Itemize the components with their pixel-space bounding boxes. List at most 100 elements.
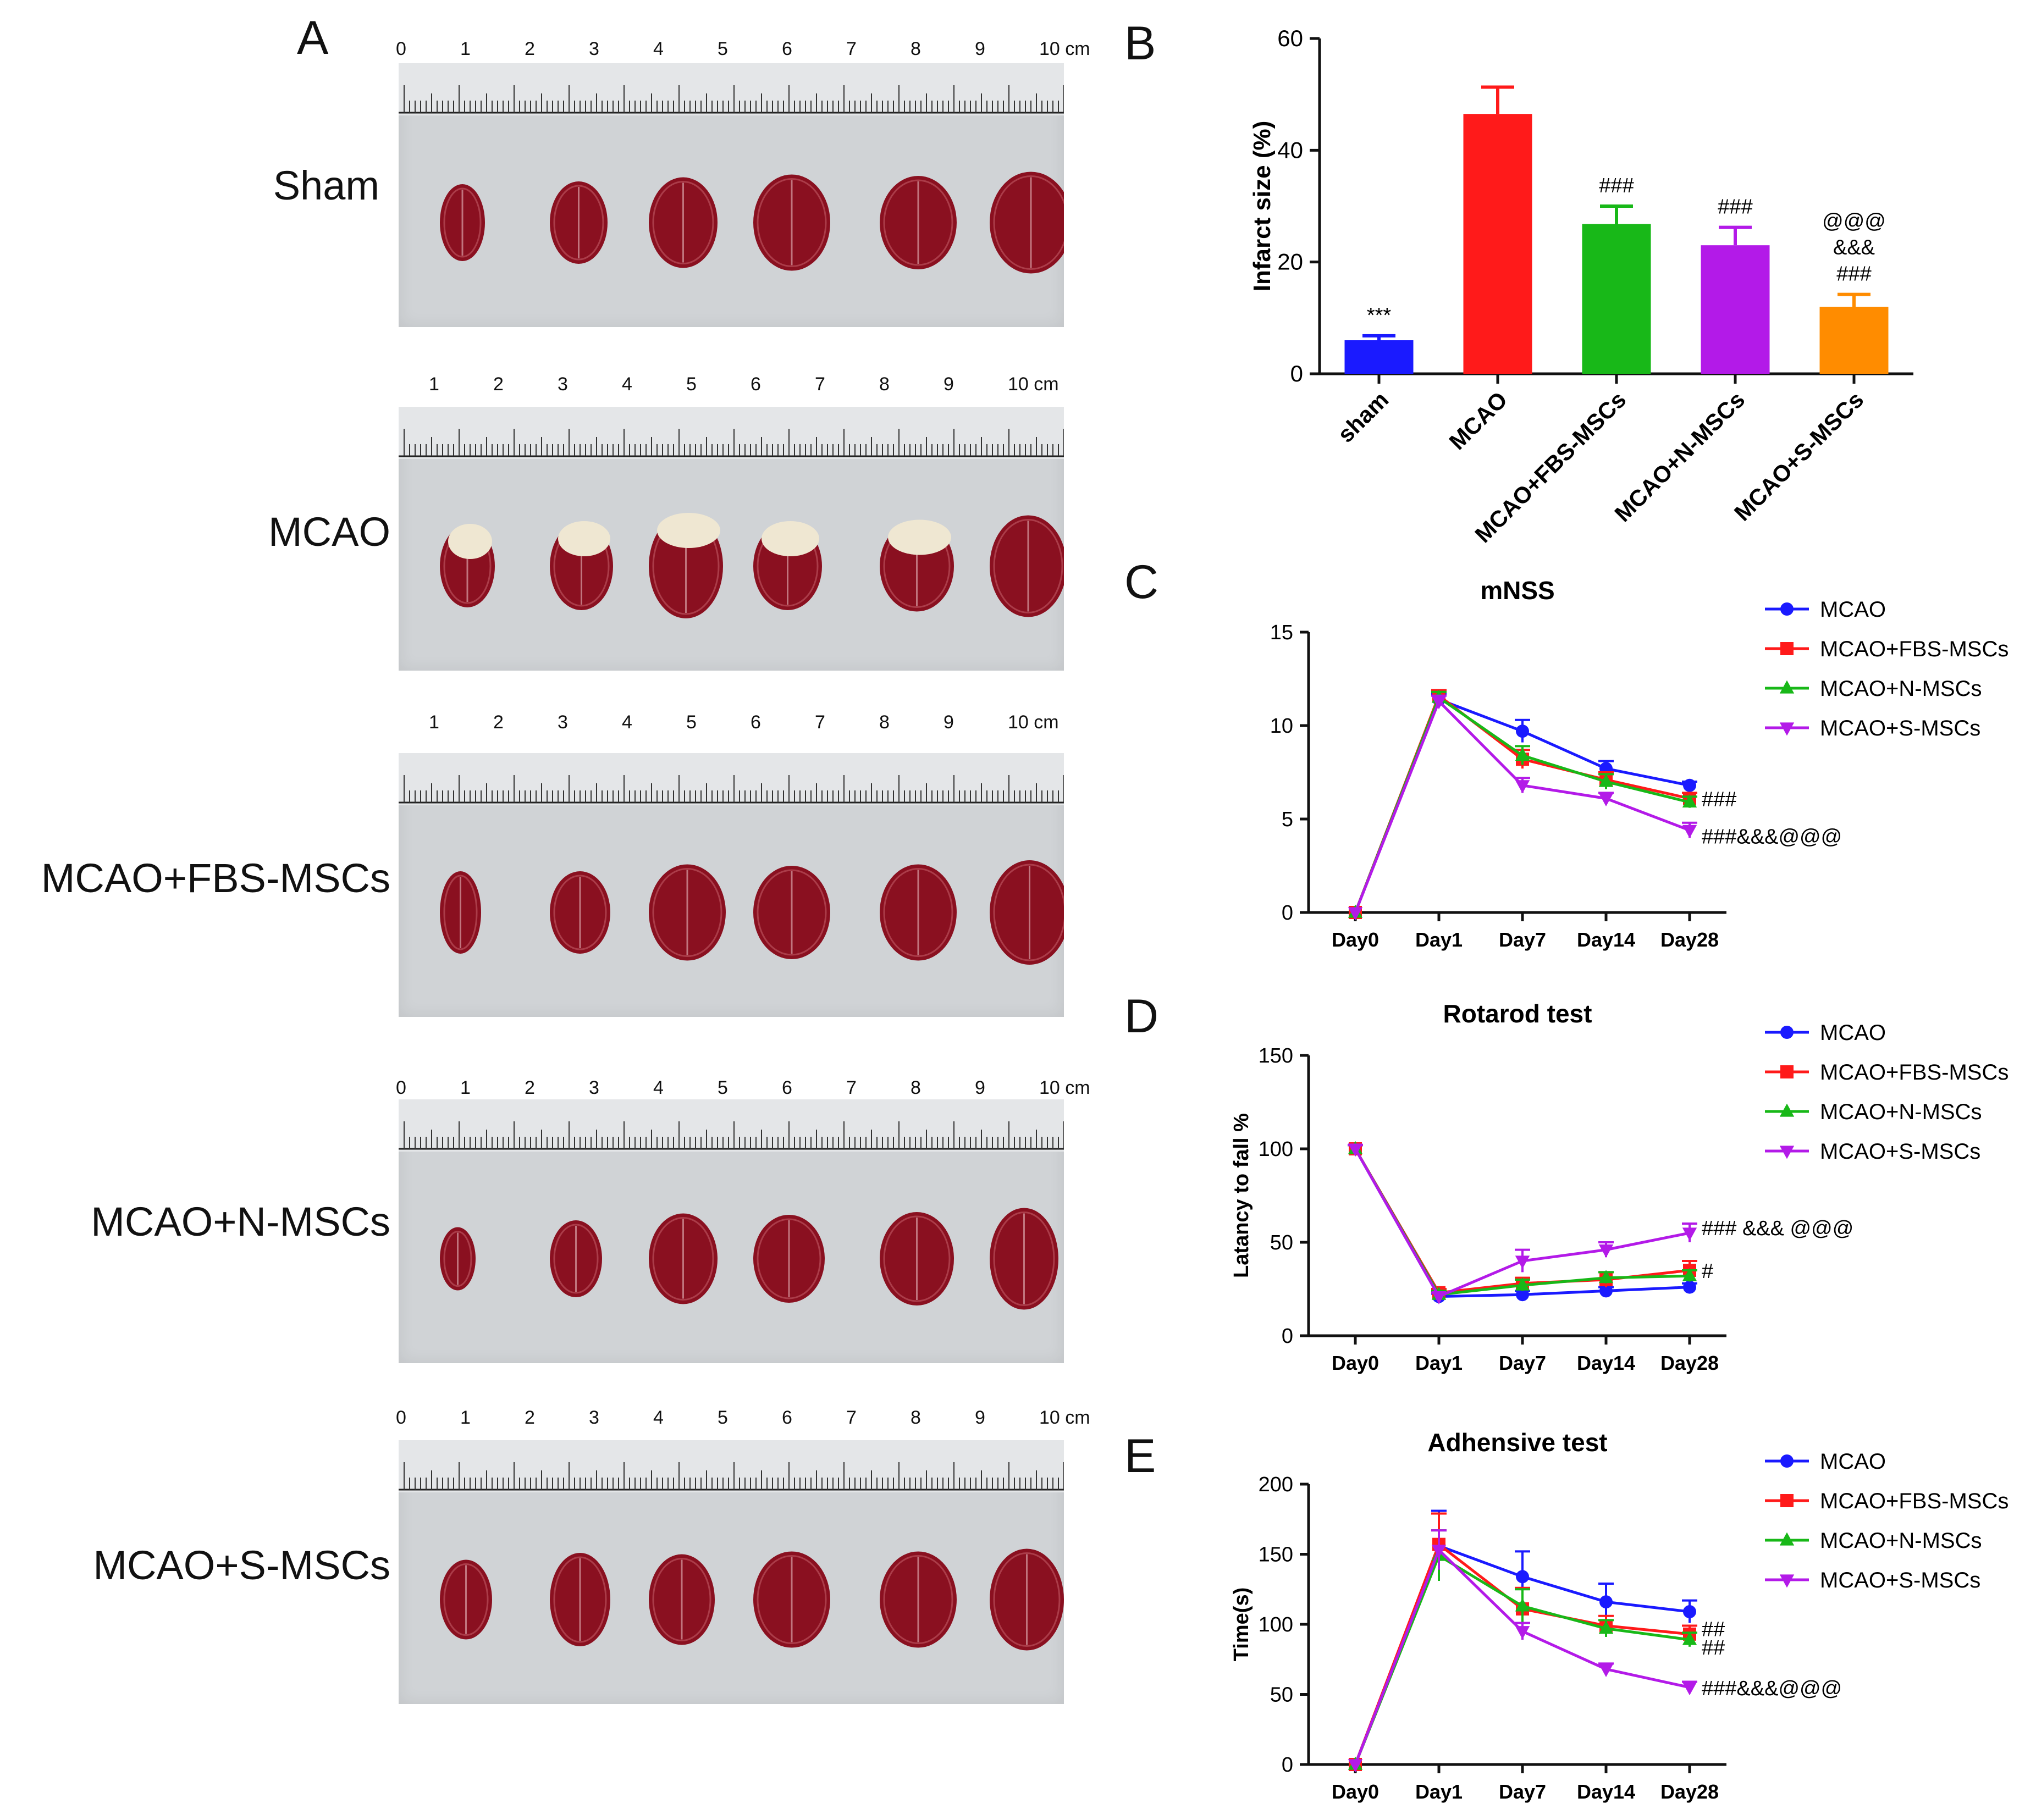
significance-mark: ### [1599,174,1634,197]
significance-mark: ###&&&@@@ [1702,1677,1842,1700]
ruler-number: 1 [429,712,439,733]
brain-slice [440,871,481,954]
data-point [1682,1682,1697,1696]
data-point [1598,1664,1614,1677]
brain-slice [990,172,1064,274]
ruler-number: 3 [589,1077,599,1098]
group-label: MCAO+S-MSCs [93,1542,390,1588]
ruler-number: 2 [525,1077,535,1098]
ruler-number: 1 [429,374,439,395]
ruler-number: 8 [879,712,890,733]
series [1348,1143,1697,1304]
slice-texture [443,875,478,950]
significance-mark: ## [1702,1618,1725,1641]
ruler-number: 1 [460,1407,471,1428]
significance-mark: ###&&&@@@ [1702,826,1842,849]
ruler-number: 5 [718,38,728,59]
y-tick-label: 10 [1270,715,1293,738]
photo-content [399,753,1064,965]
ruler-number: 7 [815,712,825,733]
data-point [1348,907,1363,921]
x-tick-label: Day14 [1577,1352,1635,1374]
ruler-number: 4 [622,712,632,733]
slice-body [990,172,1064,274]
chart-title: Rotarod test [1443,999,1592,1028]
brain-slice [990,515,1064,617]
bar [1582,224,1651,374]
photo-content [399,1440,1064,1651]
slice-texture [993,1552,1061,1647]
data-point [1515,1255,1530,1269]
data-point [1516,1570,1529,1584]
data-point [1599,1284,1613,1298]
legend-label: MCAO+FBS-MSCs [1820,1489,2009,1513]
y-tick-label: 0 [1290,361,1303,386]
brain-slice-photo [399,1099,1064,1363]
ruler-number: 9 [975,38,985,59]
photo-content [399,407,1064,618]
x-tick-label: Day7 [1499,928,1546,951]
data-point [1516,1288,1529,1302]
y-tick-label: 0 [1282,1325,1293,1348]
y-tick-label: 100 [1259,1613,1293,1636]
legend-marker [1779,1146,1795,1159]
data-point [1599,1595,1613,1609]
significance-mark: ### [1836,263,1871,286]
x-tick-label: MCAO [1444,386,1512,455]
x-tick-label: Day0 [1332,1780,1379,1803]
brain-slice [649,177,718,268]
slice-texture [883,1215,951,1302]
data-point [1598,1244,1614,1258]
x-tick-label: Day1 [1415,1780,1463,1803]
bar [1701,245,1770,374]
y-tick-label: 150 [1259,1544,1293,1567]
brain-slice [753,1551,830,1648]
y-tick-label: 0 [1282,901,1293,925]
significance-mark: @@@ [1822,210,1886,233]
brain-slice [550,521,613,610]
x-tick-label: Day7 [1499,1352,1546,1374]
legend-marker [1780,642,1794,655]
ruler-number: 4 [653,38,664,59]
ruler-number: 1 [460,1077,471,1098]
y-tick-label: 150 [1259,1044,1293,1067]
brain-slice [550,1553,610,1646]
ruler-number: 4 [653,1407,664,1428]
y-tick-label: 40 [1277,137,1303,163]
data-point [1598,793,1614,806]
slice-texture [757,869,827,956]
legend-label: MCAO+N-MSCs [1820,1529,1982,1553]
y-tick-label: 20 [1277,249,1303,275]
ruler-number: 0 [396,1077,406,1098]
brain-slice-photo [399,1440,1064,1704]
series [1348,1141,1697,1300]
data-point [1682,1631,1697,1645]
ruler-number: 5 [686,374,697,395]
brain-slice [440,1227,476,1291]
ruler-number: 7 [846,1407,857,1428]
ruler-number: 3 [558,712,568,733]
ruler-number: 7 [846,1077,857,1098]
legend-label: MCAO+FBS-MSCs [1820,637,2009,661]
ruler-number: 0 [396,1407,406,1428]
slice-texture [993,175,1064,270]
ruler-number: 7 [815,374,825,395]
brain-slice [753,1215,825,1303]
x-tick-label: sham [1333,386,1394,447]
bar [1819,307,1889,374]
data-point [1515,780,1530,794]
y-tick-label: 15 [1270,621,1293,644]
data-point [1598,1270,1614,1284]
ruler-number: 4 [653,1077,664,1098]
x-tick-label: Day0 [1332,1352,1379,1374]
data-point [1348,1759,1363,1773]
legend-marker [1780,1454,1794,1468]
ruler-number: 8 [879,374,890,395]
x-tick-label: Day14 [1577,1780,1635,1803]
ruler-number: 2 [493,712,504,733]
ruler-number: 9 [975,1407,985,1428]
significance-mark: ## [1702,1636,1725,1659]
brain-slice [990,860,1064,965]
significance-mark: ### &&& @@@ [1702,1217,1853,1240]
